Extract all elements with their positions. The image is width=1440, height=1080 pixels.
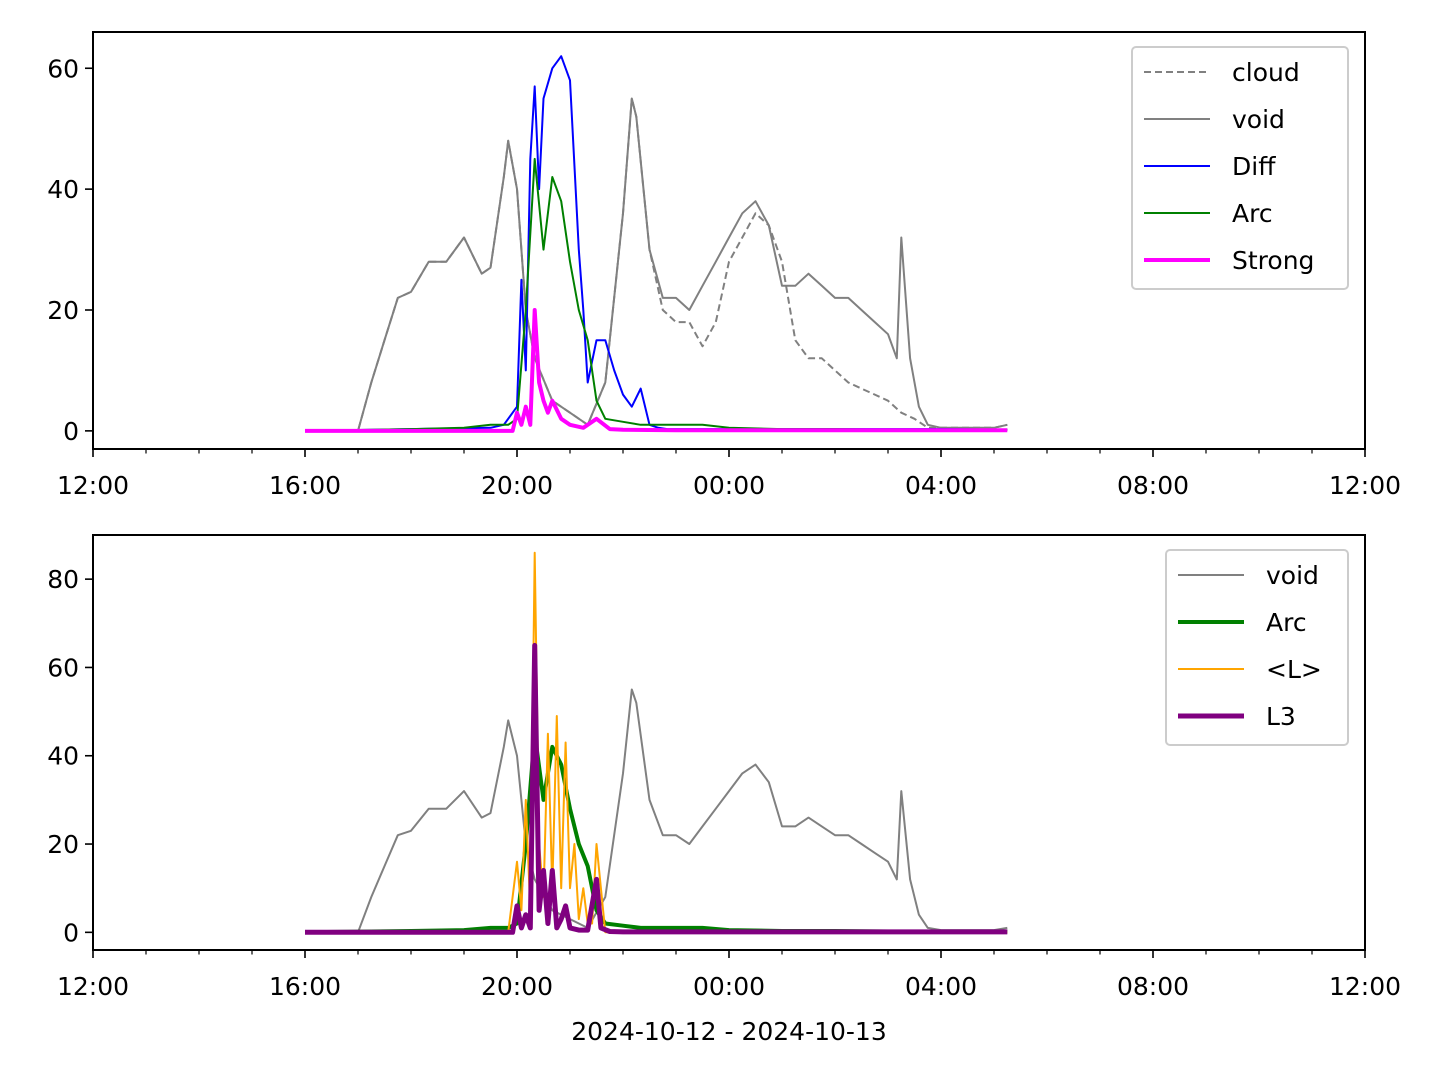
legend-label-arc: Arc [1266,608,1307,637]
legend-label-void: void [1266,561,1319,590]
x-tick-label: 16:00 [269,972,341,1001]
chart-bottom: 0 20 40 60 80 12:00 16:00 20:00 00:00 04:00 08:00 1… [47,534,1401,1046]
x-tick-label: 00:00 [693,972,765,1001]
x-tick-label: 16:00 [269,471,341,500]
y-tick-label: 20 [47,830,79,859]
x-tick-label: 04:00 [905,972,977,1001]
series-group [304,55,1008,433]
x-tick-label: 20:00 [481,972,553,1001]
x-tick-label: 08:00 [1117,972,1189,1001]
series-line-l [305,551,1008,934]
x-tick-label: 04:00 [905,471,977,500]
legend: cloud void Diff Arc Strong [1131,46,1349,290]
series-line-void [305,97,1008,432]
series-line-strong [305,308,1008,433]
x-tick-label: 08:00 [1117,471,1189,500]
y-tick-label: 20 [47,296,79,325]
x-tick-label: 00:00 [693,471,765,500]
legend-box [1131,46,1349,290]
y-tick-label: 60 [47,653,79,682]
legend-label-void: void [1232,105,1285,134]
legend-label-l3: L3 [1266,702,1296,731]
chart-top: 0 20 40 60 12:00 16:00 20:00 00:00 04:00 08:00 12:… [47,31,1401,500]
series-line-cloud [305,97,1008,432]
y-tick-label: 40 [47,175,79,204]
legend: void Arc <L> L3 [1165,549,1349,746]
series-line-arc [304,731,1008,935]
y-tick-label: 60 [47,54,79,83]
x-tick-label: 12:00 [1329,972,1401,1001]
y-tick-label: 80 [47,565,79,594]
series-line-void [305,688,1008,934]
series-group [304,551,1008,935]
x-tick-label: 12:00 [57,972,129,1001]
y-tick-label: 0 [63,417,79,446]
series-line-l3 [305,642,1008,935]
series-line-arc [304,157,1008,432]
legend-box [1165,549,1349,746]
x-tick-label: 12:00 [57,471,129,500]
y-tick-label: 40 [47,742,79,771]
legend-label-arc: Arc [1232,199,1273,228]
legend-label-cloud: cloud [1232,58,1300,87]
x-axis-label: 2024-10-12 - 2024-10-13 [571,1017,887,1046]
y-tick-label: 0 [63,918,79,947]
legend-label-l: <L> [1266,655,1322,684]
x-tick-label: 20:00 [481,471,553,500]
x-tick-label: 12:00 [1329,471,1401,500]
legend-label-strong: Strong [1232,246,1314,275]
legend-label-diff: Diff [1232,152,1276,181]
